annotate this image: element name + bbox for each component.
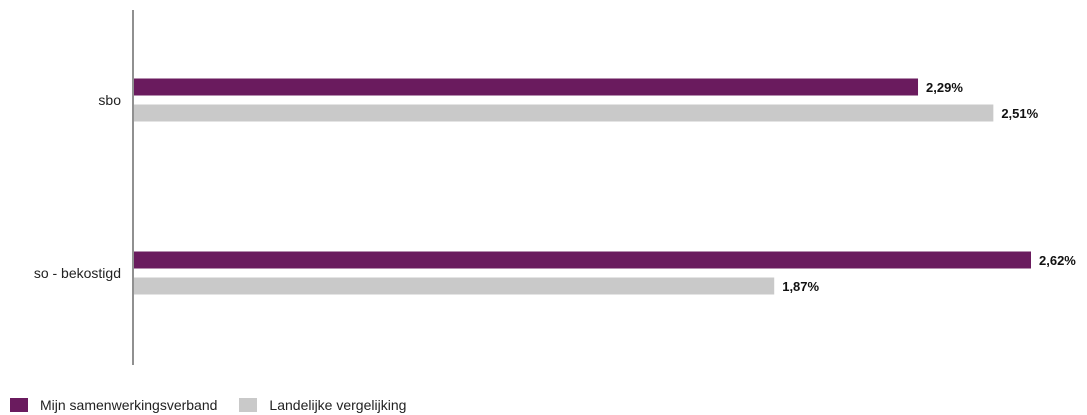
legend-item-series-1: Mijn samenwerkingsverband [10,397,217,413]
bar [134,104,994,122]
legend-item-series-2: Landelijke vergelijking [239,397,406,413]
category-label: so - bekostigd [34,265,121,281]
bar [134,251,1031,269]
data-label: 1,87% [782,279,819,294]
bar-chart: sbo 2,29% 2,51% so - bekostigd 2,62% 1,87% [34,10,1076,365]
data-label: 2,29% [926,80,963,95]
data-label: 2,51% [1001,106,1038,121]
bar [134,78,919,96]
legend-label-series-2: Landelijke vergelijking [269,397,407,413]
legend-label-series-1: Mijn samenwerkingsverband [40,397,218,413]
legend: Mijn samenwerkingsverband Landelijke ver… [10,397,428,413]
legend-swatch-series-2 [239,398,258,412]
legend-swatch-series-1 [10,398,28,412]
category-label: sbo [98,92,121,108]
data-label: 2,62% [1039,253,1076,268]
bar [134,277,775,295]
